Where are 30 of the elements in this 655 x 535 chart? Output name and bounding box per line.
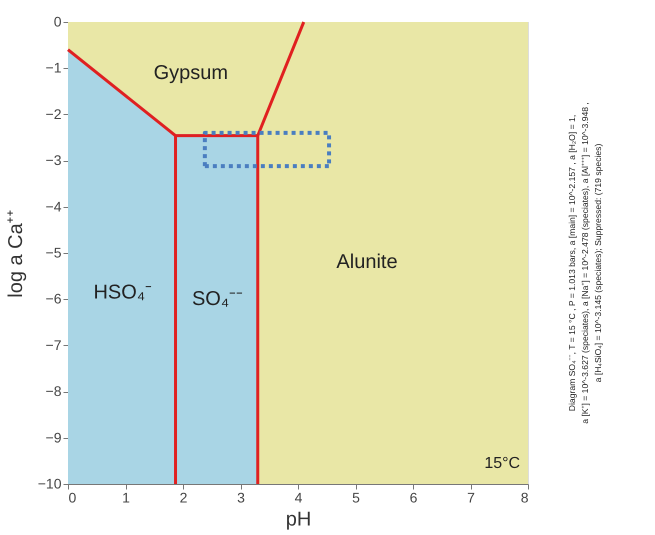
annotation: Alunite — [336, 251, 398, 274]
y-tick-label: −5 — [46, 244, 62, 260]
x-tick-label: 0 — [68, 490, 76, 506]
y-tick-label: −3 — [46, 152, 62, 168]
x-tick-label: 4 — [294, 490, 303, 506]
annotation: 15°C — [484, 455, 520, 472]
y-tick-label: −2 — [46, 106, 62, 122]
x-tick-label: 3 — [237, 490, 246, 506]
y-tick-label: −1 — [46, 60, 62, 76]
text: Diagram SO₄⁻⁻, T = 15 °C , P = 1.013 bars, a [main] = 10^-2.157 , a [H₂O] = 1, — [567, 114, 577, 412]
y-tick-label: −8 — [46, 383, 62, 400]
y-tick-label: −4 — [46, 198, 62, 214]
y-tick-label: −6 — [46, 290, 62, 307]
annotation: Gypsum — [154, 62, 228, 84]
x-tick-label: 8 — [520, 490, 529, 506]
y-axis-title: log a Ca⁺⁺ — [4, 209, 27, 298]
x-tick-label: 5 — [352, 490, 360, 506]
y-tick-label: −9 — [46, 429, 62, 446]
y-tick-label: −10 — [38, 476, 62, 492]
x-tick-label: 2 — [180, 490, 188, 506]
y-tick-label: 0 — [54, 14, 62, 30]
annotation: SO₄⁻⁻ — [192, 288, 244, 310]
x-tick-label: 6 — [410, 490, 418, 506]
text: a [H₄SiO₄] = 10^-3.145 (speciates); Suppressed: (719 species) — [593, 144, 603, 382]
text: a [K⁺] = 10^-3.627 (speciates), a [Na⁺] = 10^-2.478 (speciates), a [Al⁺⁺⁺] = 10^-3.948 , — [580, 102, 590, 424]
x-tick-label: 1 — [122, 490, 130, 506]
y-tick-label: −7 — [46, 336, 62, 353]
x-tick-label: 7 — [467, 490, 476, 506]
x-axis-title: pH — [286, 508, 312, 530]
annotation: HSO₄⁻ — [93, 281, 152, 304]
